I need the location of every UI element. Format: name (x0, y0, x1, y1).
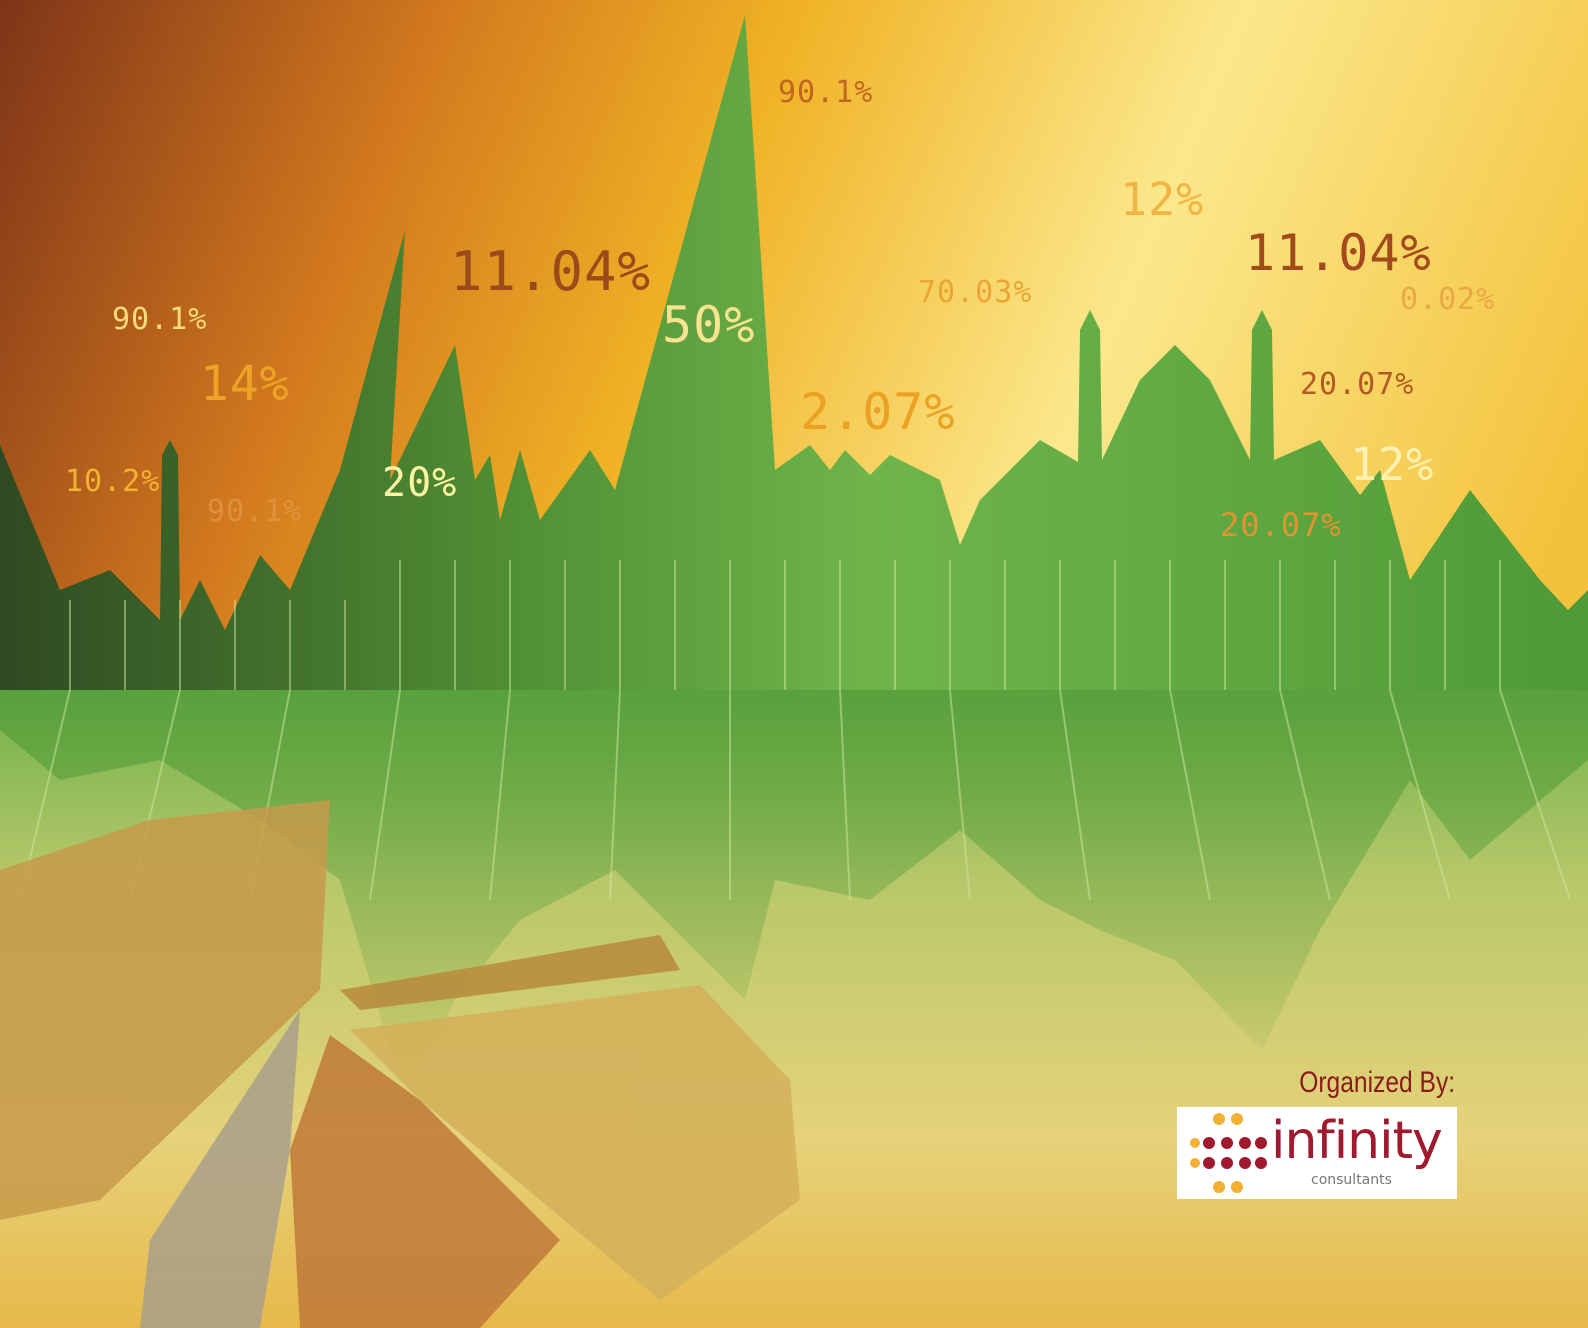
percent-label: 20.07% (1300, 370, 1414, 400)
percent-label: 90.1% (112, 305, 207, 335)
logo-tagline: consultants (1311, 1173, 1392, 1187)
percent-label: 70.03% (918, 278, 1032, 308)
logo-name: infinity (1271, 1115, 1442, 1167)
organizer-heading: Organized By: (1299, 1066, 1455, 1100)
percent-label: 10.2% (65, 467, 160, 497)
page: Poster {"labels": ["90.1%", "90.1%", "14… (0, 0, 1588, 1328)
percent-label: 11.04% (450, 245, 651, 299)
percent-label: 11.04% (1245, 228, 1432, 278)
logo: infinity consultants (1177, 1107, 1457, 1199)
percent-label: 90.1% (207, 497, 302, 527)
percent-label: 20.07% (1220, 509, 1342, 541)
percent-label: 12% (1120, 177, 1204, 222)
percent-label: 20% (382, 463, 457, 503)
percent-label: 0.02% (1400, 285, 1495, 315)
percent-label: 12% (1350, 442, 1434, 487)
percent-label: 90.1% (778, 78, 873, 108)
logo-dots (1190, 1113, 1267, 1193)
poster: 90.1% 90.1% 14% 11.04% 50% 10.2% 90.1% 2… (0, 0, 1588, 1328)
percent-label: 50% (662, 300, 755, 350)
percent-label: 2.07% (800, 387, 956, 437)
logo-mark (1181, 1107, 1273, 1199)
percent-label: 14% (200, 360, 290, 408)
